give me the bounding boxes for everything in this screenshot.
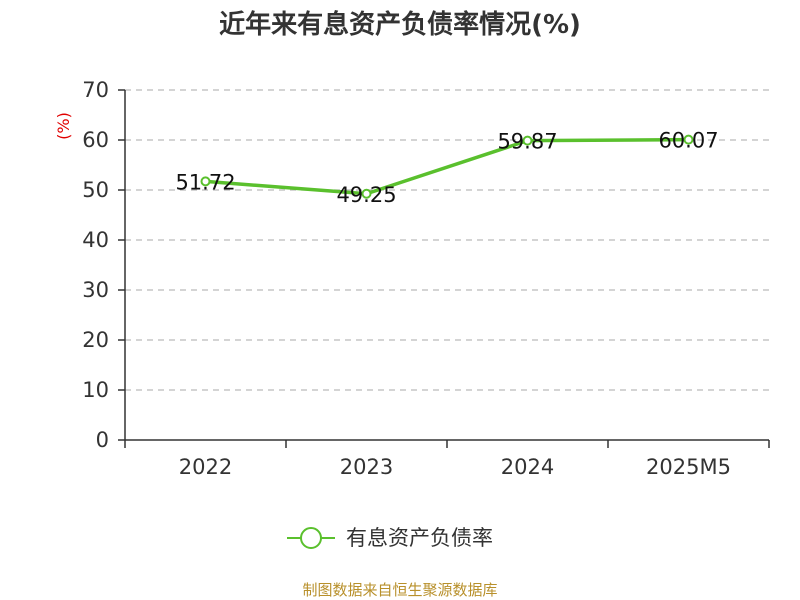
- y-tick-label: 60: [82, 128, 109, 152]
- grid-lines: [125, 89, 769, 391]
- y-tick-label: 10: [82, 378, 109, 402]
- data-label: 59.87: [497, 130, 557, 154]
- source-note: 制图数据来自恒生聚源数据库: [302, 581, 497, 599]
- y-tick-label: 40: [82, 228, 109, 252]
- data-point: [361, 188, 372, 199]
- y-tick-label: 0: [96, 428, 109, 452]
- x-tick-label: 2025M5: [646, 455, 731, 479]
- x-tick-label: 2023: [340, 455, 393, 479]
- x-tick-label: 2022: [179, 455, 232, 479]
- y-axis-label: (%): [54, 112, 73, 140]
- legend-label: 有息资产负债率: [346, 526, 493, 550]
- chart-title: 近年来有息资产负债率情况(%): [219, 9, 581, 40]
- data-label: 51.72: [175, 170, 235, 194]
- y-tick-label: 30: [82, 278, 109, 302]
- series-line: [205, 137, 689, 196]
- data-label: 60.07: [658, 129, 718, 153]
- axes: 0 10 20 30 40 50 60 70 2022 2023 2024 2025M5: [82, 78, 770, 479]
- series-layer: 51.72 49.25 59.87 60.07: [175, 129, 718, 207]
- data-point: [522, 135, 533, 146]
- legend-marker-swatch: [300, 527, 322, 549]
- y-tick-label: 70: [82, 78, 109, 102]
- x-tick-label: 2024: [501, 455, 554, 479]
- y-tick-label: 50: [82, 178, 109, 202]
- data-label: 49.25: [336, 183, 396, 207]
- legend: 有息资产负债率: [287, 526, 493, 550]
- data-point: [200, 176, 211, 187]
- y-tick-label: 20: [82, 328, 109, 352]
- data-point: [683, 134, 694, 145]
